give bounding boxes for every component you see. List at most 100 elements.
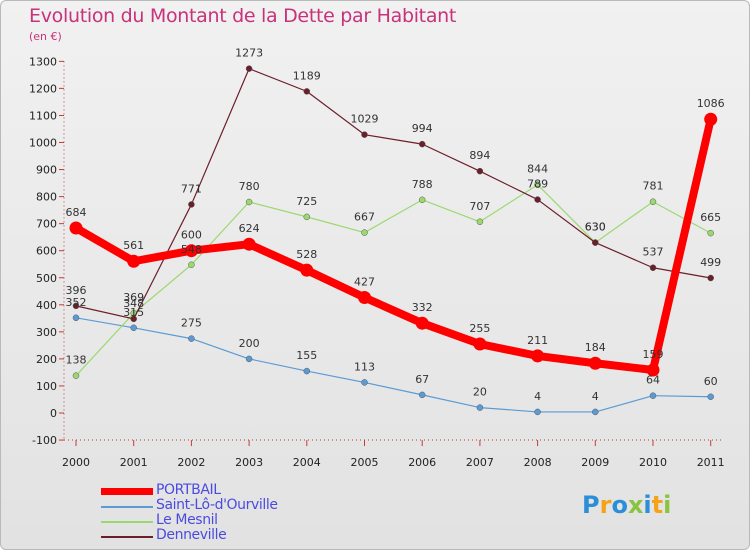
chart-title: Evolution du Montant de la Dette par Hab… <box>29 5 457 27</box>
legend-item-le-mesnil: Le Mesnil <box>101 512 341 529</box>
data-label-portbail: 255 <box>469 322 490 335</box>
y-tick-label: 200 <box>36 353 57 366</box>
data-point-saint-l-d-ourville <box>534 408 541 416</box>
data-point-denneville <box>72 302 80 310</box>
data-point-portbail <box>704 112 718 126</box>
data-label-saint-l-d-ourville: 352 <box>66 296 87 309</box>
y-tick-label: 300 <box>36 326 57 339</box>
x-tick-label: 2006 <box>408 456 436 469</box>
logo-letter: r <box>599 491 612 519</box>
x-tick-label: 2009 <box>581 456 609 469</box>
y-tick-label: 1300 <box>29 55 57 68</box>
data-point-le-mesnil <box>476 218 484 226</box>
legend-swatch-saint-lo-d-ourville <box>101 506 153 508</box>
data-point-saint-l-d-ourville <box>707 393 714 401</box>
data-point-denneville <box>361 131 368 138</box>
data-label-denneville: 894 <box>469 149 490 162</box>
data-label-portbail: 600 <box>181 229 202 242</box>
data-label-saint-l-d-ourville: 113 <box>354 360 375 373</box>
data-label-le-mesnil: 665 <box>700 211 721 224</box>
data-point-portbail <box>646 363 660 377</box>
logo-letter: i <box>663 491 672 519</box>
data-label-saint-l-d-ourville: 4 <box>592 390 599 403</box>
data-label-portbail: 332 <box>412 301 433 314</box>
data-label-le-mesnil: 369 <box>123 291 144 304</box>
y-tick-label: 500 <box>36 272 57 285</box>
data-label-denneville: 396 <box>66 284 87 297</box>
y-tick-label: 600 <box>36 245 57 258</box>
data-label-portbail: 528 <box>296 248 317 261</box>
y-tick-label: -100 <box>32 434 57 447</box>
x-tick-label: 2005 <box>351 456 379 469</box>
data-label-denneville: 1273 <box>235 47 263 60</box>
data-point-le-mesnil <box>649 198 657 205</box>
series-line-le-mesnil <box>75 184 712 377</box>
logo-letter: x <box>627 491 644 519</box>
data-label-saint-l-d-ourville: 155 <box>296 349 317 362</box>
logo-letter: i <box>643 491 652 519</box>
y-tick-label: 1100 <box>29 109 57 122</box>
x-tick-label: 2008 <box>524 456 552 469</box>
data-label-denneville: 630 <box>585 221 606 234</box>
data-point-le-mesnil <box>418 196 426 204</box>
data-point-le-mesnil <box>534 181 541 188</box>
data-point-denneville <box>303 88 311 95</box>
data-point-denneville <box>418 140 426 148</box>
x-tick-label: 2004 <box>293 456 321 469</box>
data-point-denneville <box>245 65 253 72</box>
y-tick-label: 0 <box>50 407 57 420</box>
data-label-le-mesnil: 630 <box>585 221 606 234</box>
data-point-saint-l-d-ourville <box>361 379 368 386</box>
data-point-portbail <box>184 244 198 258</box>
axes: -100 0 100 200 300 400 500 600 700 800 900 1000 1100… <box>29 55 725 469</box>
data-label-le-mesnil: 667 <box>354 211 375 224</box>
series-line-denneville <box>75 68 712 320</box>
legend-swatch-le-mesnil <box>101 521 153 523</box>
legend-label-le-mesnil: Le Mesnil <box>156 512 218 528</box>
data-point-saint-l-d-ourville <box>130 324 137 332</box>
data-point-saint-l-d-ourville <box>188 335 195 342</box>
data-point-le-mesnil <box>188 261 195 269</box>
data-label-le-mesnil: 781 <box>643 180 664 193</box>
data-label-le-mesnil: 780 <box>239 180 260 193</box>
series-line-portbail <box>72 115 715 374</box>
legend-item-denneville: Denneville <box>101 527 341 544</box>
data-label-denneville: 771 <box>181 182 202 195</box>
x-tick-label: 2010 <box>639 456 667 469</box>
x-tick-label: 2011 <box>697 456 725 469</box>
data-point-saint-l-d-ourville <box>476 404 484 411</box>
y-tick-label: 1000 <box>29 137 57 150</box>
data-point-portbail <box>300 263 314 277</box>
data-label-portbail: 624 <box>239 222 260 235</box>
x-tick-label: 2002 <box>177 456 205 469</box>
data-label-denneville: 348 <box>123 297 144 310</box>
data-label-portbail: 1086 <box>697 97 725 110</box>
data-point-portbail <box>69 221 83 235</box>
data-label-saint-l-d-ourville: 4 <box>534 390 541 403</box>
data-point-saint-l-d-ourville <box>418 391 426 399</box>
data-point-le-mesnil <box>245 198 253 206</box>
data-point-portbail <box>588 356 602 370</box>
data-point-denneville <box>707 274 714 282</box>
data-label-saint-l-d-ourville: 200 <box>239 337 260 350</box>
data-label-denneville: 789 <box>527 178 548 191</box>
legend: PORTBAIL Saint-Lô-d'Ourville Le Mesnil D… <box>101 482 341 544</box>
data-point-saint-l-d-ourville <box>649 392 657 399</box>
chart-subtitle: (en €) <box>29 30 62 43</box>
x-tick-label: 2001 <box>120 456 148 469</box>
data-point-denneville <box>649 264 657 271</box>
data-point-denneville <box>188 201 195 208</box>
data-point-denneville <box>476 167 484 175</box>
data-label-denneville: 1029 <box>351 113 379 126</box>
data-labels: 352 315 275 200 155 113 67 20 4 4 64 60 138 369 548 780… <box>66 47 725 403</box>
series-lines <box>69 65 718 416</box>
legend-swatch-portbail <box>101 488 153 495</box>
data-point-portbail <box>531 349 545 363</box>
x-tick-label: 2003 <box>235 456 263 469</box>
data-point-le-mesnil <box>72 372 80 379</box>
legend-label-denneville: Denneville <box>156 527 227 543</box>
data-label-saint-l-d-ourville: 64 <box>646 374 660 387</box>
data-label-le-mesnil: 548 <box>181 243 202 256</box>
